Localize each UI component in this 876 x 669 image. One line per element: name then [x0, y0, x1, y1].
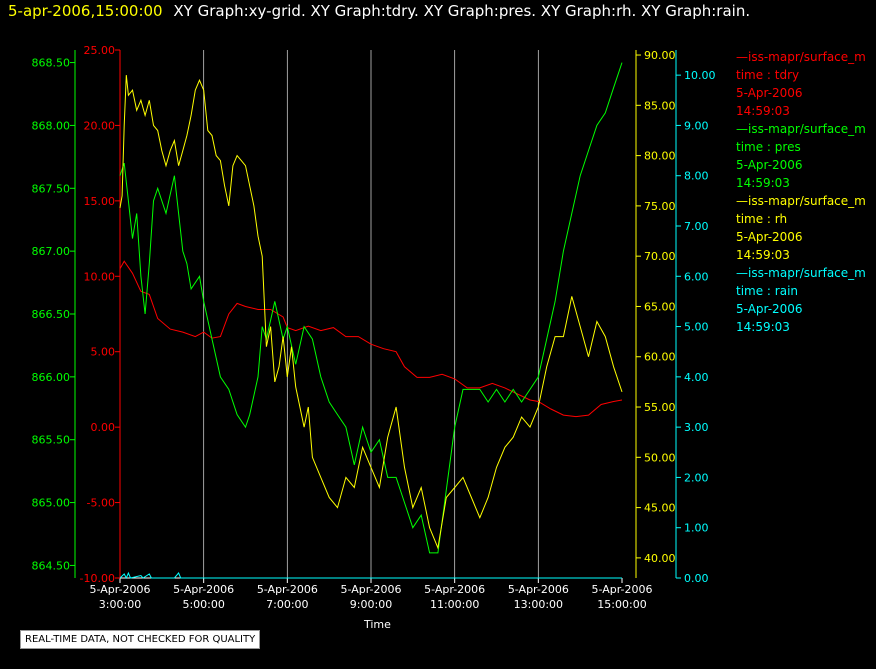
rain-tick-label: 2.00 — [684, 471, 709, 484]
x-tick-time: 15:00:00 — [597, 598, 646, 611]
rh-tick-label: 75.00 — [644, 200, 676, 213]
legend-entry-rain[interactable]: —iss-mapr/surface_m time : rain 5-Apr-20… — [736, 264, 876, 336]
series-tdry-line — [119, 260, 623, 418]
tdry-tick-label: 25.00 — [84, 44, 116, 57]
rain-tick-label: 7.00 — [684, 220, 709, 233]
legend-time: 14:59:03 — [736, 104, 790, 118]
pres-tick-label: 864.50 — [32, 559, 71, 572]
rh-tick-label: 55.00 — [644, 401, 676, 414]
rain-tick-label: 9.00 — [684, 119, 709, 132]
quality-note: REAL-TIME DATA, NOT CHECKED FOR QUALITY — [20, 630, 261, 649]
series-rh-line — [119, 75, 623, 550]
tdry-tick-label: 5.00 — [91, 346, 116, 359]
rain-tick-label: 5.00 — [684, 321, 709, 334]
x-tick-date: 5-Apr-2006 — [257, 583, 318, 596]
rh-tick-label: 60.00 — [644, 351, 676, 364]
pres-tick-label: 867.50 — [32, 182, 71, 195]
legend-label: time : rain — [736, 284, 799, 298]
legend-date: 5-Apr-2006 — [736, 86, 803, 100]
tdry-tick-label: 20.00 — [84, 119, 116, 132]
legend-entry-rh[interactable]: —iss-mapr/surface_m time : rh 5-Apr-2006… — [736, 192, 876, 264]
legend-time: 14:59:03 — [736, 176, 790, 190]
header-bar: 5-apr-2006,15:00:00 XY Graph:xy-grid. XY… — [8, 2, 750, 20]
legend-entry-pres[interactable]: —iss-mapr/surface_m time : pres 5-Apr-20… — [736, 120, 876, 192]
x-axis-label: Time — [364, 618, 391, 631]
pres-tick-label: 868.50 — [32, 57, 71, 70]
rain-tick-label: 10.00 — [684, 69, 716, 82]
legend-header: —iss-mapr/surface_m — [736, 122, 866, 136]
legend-date: 5-Apr-2006 — [736, 158, 803, 172]
pres-tick-label: 867.00 — [32, 245, 71, 258]
series-pres-line — [119, 62, 623, 554]
tdry-tick-label: 10.00 — [84, 270, 116, 283]
pres-tick-label: 866.50 — [32, 308, 71, 321]
legend-header: —iss-mapr/surface_m — [736, 50, 866, 64]
legend-date: 5-Apr-2006 — [736, 230, 803, 244]
x-tick-time: 9:00:00 — [350, 598, 392, 611]
rh-tick-label: 90.00 — [644, 49, 676, 62]
rh-tick-label: 65.00 — [644, 300, 676, 313]
rh-tick-label: 80.00 — [644, 150, 676, 163]
header-graph-titles: XY Graph:xy-grid. XY Graph:tdry. XY Grap… — [173, 2, 751, 20]
legend-entry-tdry[interactable]: —iss-mapr/surface_m time : tdry 5-Apr-20… — [736, 48, 876, 120]
rain-tick-label: 1.00 — [684, 522, 709, 535]
legend-label: time : pres — [736, 140, 801, 154]
tdry-tick-label: -5.00 — [87, 497, 115, 510]
legend-date: 5-Apr-2006 — [736, 302, 803, 316]
rh-tick-label: 70.00 — [644, 250, 676, 263]
x-tick-time: 7:00:00 — [266, 598, 308, 611]
legend: —iss-mapr/surface_m time : tdry 5-Apr-20… — [736, 48, 876, 336]
rh-tick-label: 50.00 — [644, 451, 676, 464]
x-tick-date: 5-Apr-2006 — [173, 583, 234, 596]
pres-tick-label: 865.50 — [32, 434, 71, 447]
rain-tick-label: 8.00 — [684, 170, 709, 183]
rh-tick-label: 85.00 — [644, 99, 676, 112]
pres-tick-label: 868.00 — [32, 119, 71, 132]
legend-time: 14:59:03 — [736, 320, 790, 334]
series-rain-line — [119, 571, 622, 580]
tdry-tick-label: 15.00 — [84, 195, 116, 208]
rh-tick-label: 45.00 — [644, 502, 676, 515]
tdry-tick-label: -10.00 — [80, 572, 115, 585]
x-tick-time: 13:00:00 — [514, 598, 563, 611]
x-tick-date: 5-Apr-2006 — [508, 583, 569, 596]
tdry-tick-label: 0.00 — [91, 421, 116, 434]
legend-header: —iss-mapr/surface_m — [736, 266, 866, 280]
rain-tick-label: 4.00 — [684, 371, 709, 384]
x-tick-date: 5-Apr-2006 — [424, 583, 485, 596]
pres-tick-label: 866.00 — [32, 371, 71, 384]
rain-tick-label: 0.00 — [684, 572, 709, 585]
legend-label: time : rh — [736, 212, 788, 226]
header-timestamp: 5-apr-2006,15:00:00 — [8, 2, 163, 20]
x-tick-date: 5-Apr-2006 — [89, 583, 150, 596]
x-tick-time: 5:00:00 — [182, 598, 224, 611]
x-tick-time: 3:00:00 — [99, 598, 141, 611]
x-tick-time: 11:00:00 — [430, 598, 479, 611]
x-tick-date: 5-Apr-2006 — [591, 583, 652, 596]
rain-tick-label: 6.00 — [684, 270, 709, 283]
legend-header: —iss-mapr/surface_m — [736, 194, 866, 208]
legend-label: time : tdry — [736, 68, 800, 82]
pres-tick-label: 865.00 — [32, 497, 71, 510]
rain-tick-label: 3.00 — [684, 421, 709, 434]
rh-tick-label: 40.00 — [644, 552, 676, 565]
legend-time: 14:59:03 — [736, 248, 790, 262]
x-tick-date: 5-Apr-2006 — [340, 583, 401, 596]
